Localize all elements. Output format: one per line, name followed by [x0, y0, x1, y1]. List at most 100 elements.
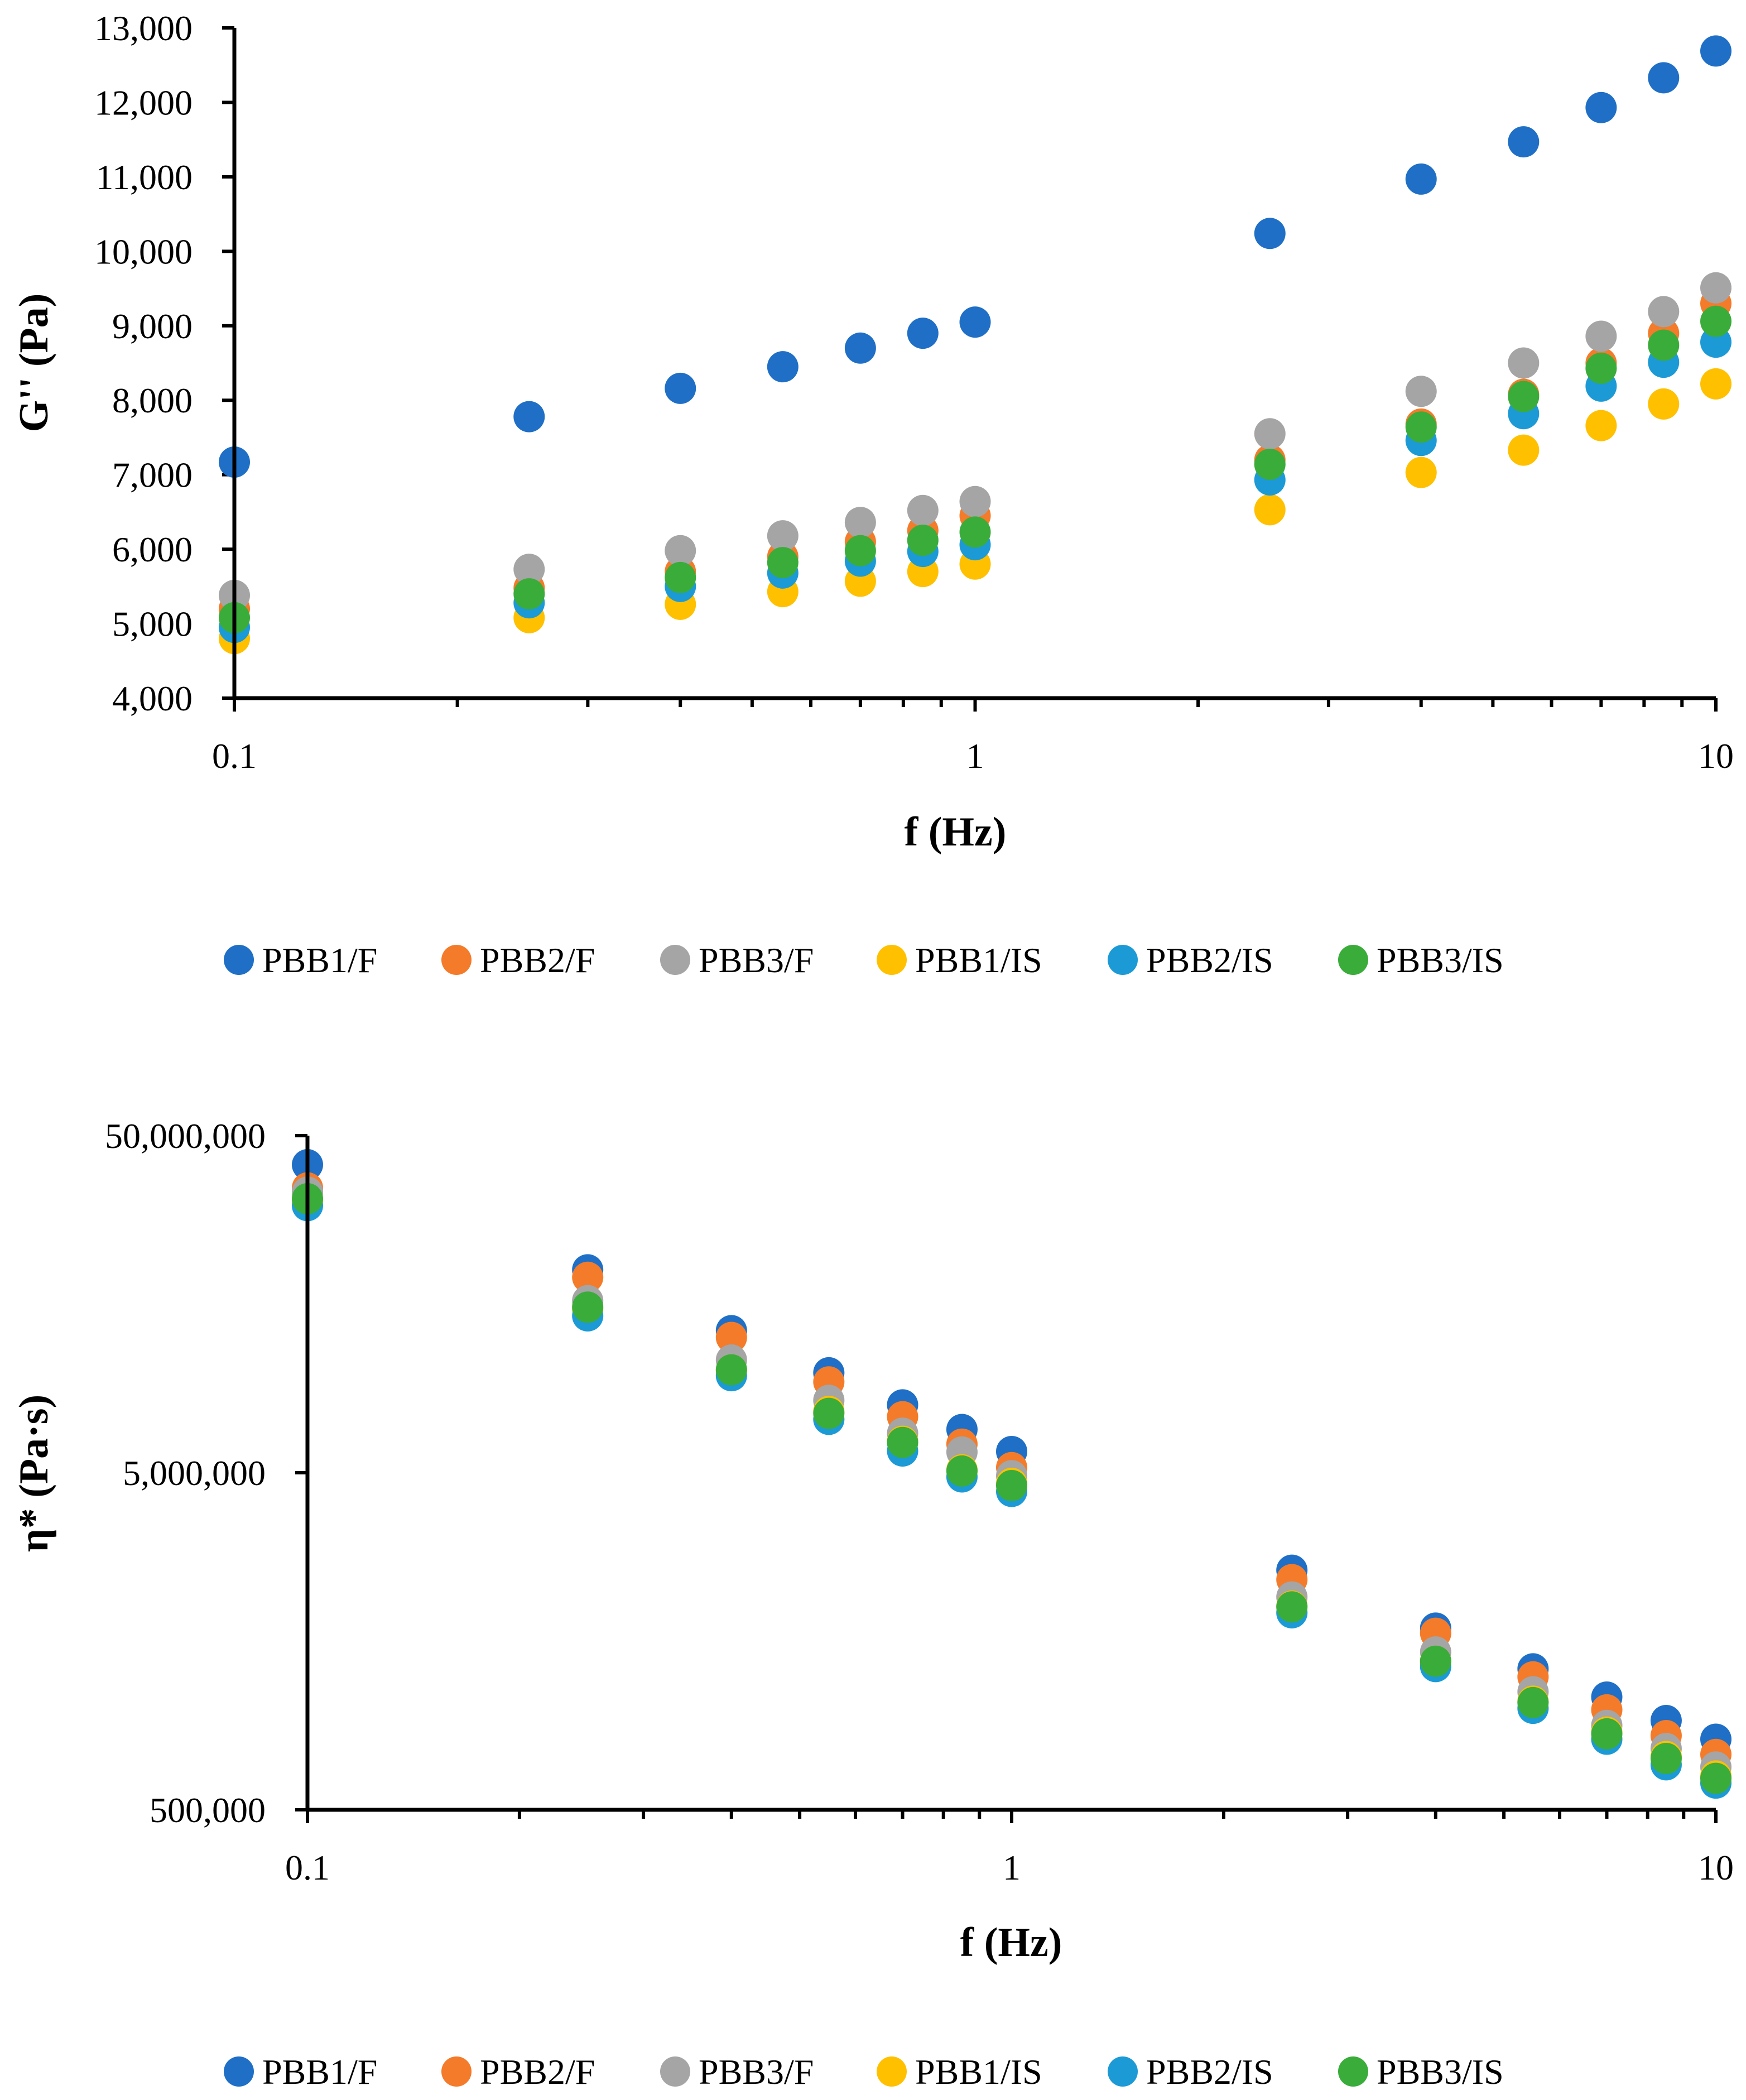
data-point — [959, 306, 991, 338]
x-tick-label: 0.1 — [212, 736, 257, 776]
legend-marker — [877, 2056, 907, 2087]
series-pbb3-is — [292, 1183, 1731, 1794]
data-point — [844, 535, 876, 566]
data-point — [813, 1397, 845, 1429]
data-point — [996, 1470, 1027, 1502]
legend-label: PBB3/F — [699, 2052, 814, 2092]
data-point — [1254, 494, 1286, 526]
data-point — [959, 486, 991, 517]
data-point — [715, 1321, 747, 1353]
data-point — [1700, 1762, 1731, 1794]
y-tick-label: 50,000,000 — [105, 1116, 266, 1156]
legend-item: PBB2/IS — [1108, 2052, 1273, 2092]
y-tick-label: 12,000 — [94, 83, 193, 122]
data-point — [1508, 347, 1540, 379]
data-point — [887, 1426, 918, 1458]
complex-viscosity-chart: 500,000 5,000,000 50,000,000 0.1 1 10 η* (Pa… — [11, 1116, 1734, 2092]
y-tick-label: 500,000 — [150, 1790, 266, 1830]
data-point — [1405, 456, 1437, 488]
x-tick-label: 1 — [1003, 1848, 1021, 1887]
y-tick-label: 6,000 — [112, 530, 193, 569]
data-point — [513, 554, 545, 585]
x-tick-label: 10 — [1698, 1848, 1734, 1887]
legend-marker — [660, 2056, 690, 2087]
legend: PBB1/F PBB2/F PBB3/F PBB1/IS PBB2/IS PBB3/IS — [224, 940, 1504, 980]
legend-marker — [1108, 2056, 1138, 2087]
legend-marker — [1338, 2056, 1368, 2087]
legend-label: PBB2/F — [480, 940, 595, 980]
legend-item: PBB3/F — [660, 940, 814, 980]
y-tick-label: 13,000 — [94, 8, 193, 48]
data-point — [1648, 62, 1680, 94]
data-point — [572, 1291, 604, 1323]
legend-label: PBB2/F — [480, 2052, 595, 2092]
x-axis-title: f (Hz) — [905, 809, 1007, 855]
g-double-prime-chart: 4,000 5,000 6,000 7,000 8,000 9,000 10,000 11,0… — [11, 8, 1734, 980]
data-point — [1508, 126, 1540, 158]
legend-label: PBB3/IS — [1377, 940, 1504, 980]
data-point — [907, 318, 939, 349]
data-point — [1276, 1591, 1308, 1623]
data-point — [767, 351, 799, 383]
legend-marker — [224, 2056, 254, 2087]
data-point — [844, 332, 876, 364]
data-point — [1585, 410, 1617, 441]
legend-label: PBB1/IS — [915, 2052, 1042, 2092]
legend-item: PBB2/F — [441, 940, 595, 980]
data-point — [767, 547, 799, 579]
x-axis-title: f (Hz) — [960, 1920, 1062, 1966]
data-point — [1405, 163, 1437, 195]
data-point — [1254, 448, 1286, 480]
x-tick-label: 10 — [1698, 736, 1734, 776]
data-point — [1648, 329, 1680, 361]
data-point — [665, 372, 696, 404]
data-point — [1254, 418, 1286, 450]
legend-label: PBB3/F — [699, 940, 814, 980]
data-point — [1585, 92, 1617, 123]
data-point — [1650, 1743, 1682, 1775]
y-tick-label: 11,000 — [95, 157, 193, 197]
data-point — [1648, 388, 1680, 420]
legend-marker — [224, 945, 254, 975]
data-point — [1405, 376, 1437, 407]
data-point — [1648, 296, 1680, 328]
data-point — [1591, 1718, 1623, 1750]
legend-item: PBB1/F — [224, 2052, 377, 2092]
data-point — [946, 1455, 978, 1487]
legend: PBB1/F PBB2/F PBB3/F PBB1/IS PBB2/IS PBB3/IS — [224, 2052, 1504, 2092]
legend-item: PBB3/IS — [1338, 2052, 1504, 2092]
data-point — [513, 401, 545, 433]
legend-label: PBB3/IS — [1377, 2052, 1504, 2092]
y-tick-label: 8,000 — [112, 381, 193, 420]
data-point — [907, 494, 939, 526]
legend-item: PBB2/IS — [1108, 940, 1273, 980]
legend-marker — [877, 945, 907, 975]
data-point — [1508, 434, 1540, 466]
legend-marker — [1338, 945, 1368, 975]
legend-marker — [660, 945, 690, 975]
legend-label: PBB1/IS — [915, 940, 1042, 980]
y-tick-label: 7,000 — [112, 455, 193, 495]
legend-marker — [1108, 945, 1138, 975]
y-tick-label: 5,000 — [112, 604, 193, 644]
y-axis-title: η* (Pa·s) — [11, 1395, 57, 1553]
legend-marker — [441, 2056, 472, 2087]
data-point — [1405, 411, 1437, 443]
series-pbb2-is — [219, 326, 1731, 643]
legend-label: PBB1/F — [262, 940, 377, 980]
legend-item: PBB2/F — [441, 2052, 595, 2092]
data-point — [1420, 1645, 1451, 1677]
data-point — [1700, 305, 1731, 337]
x-tick-label: 1 — [966, 736, 984, 776]
legend-marker — [441, 945, 472, 975]
legend-item: PBB1/IS — [877, 2052, 1042, 2092]
data-point — [907, 525, 939, 556]
y-tick-label: 4,000 — [112, 679, 193, 718]
data-point — [572, 1261, 604, 1293]
y-axis-title: G'' (Pa) — [11, 294, 57, 433]
y-tick-label: 10,000 — [94, 232, 193, 271]
data-point — [1700, 368, 1731, 400]
legend-item: PBB1/IS — [877, 940, 1042, 980]
data-point — [959, 516, 991, 548]
